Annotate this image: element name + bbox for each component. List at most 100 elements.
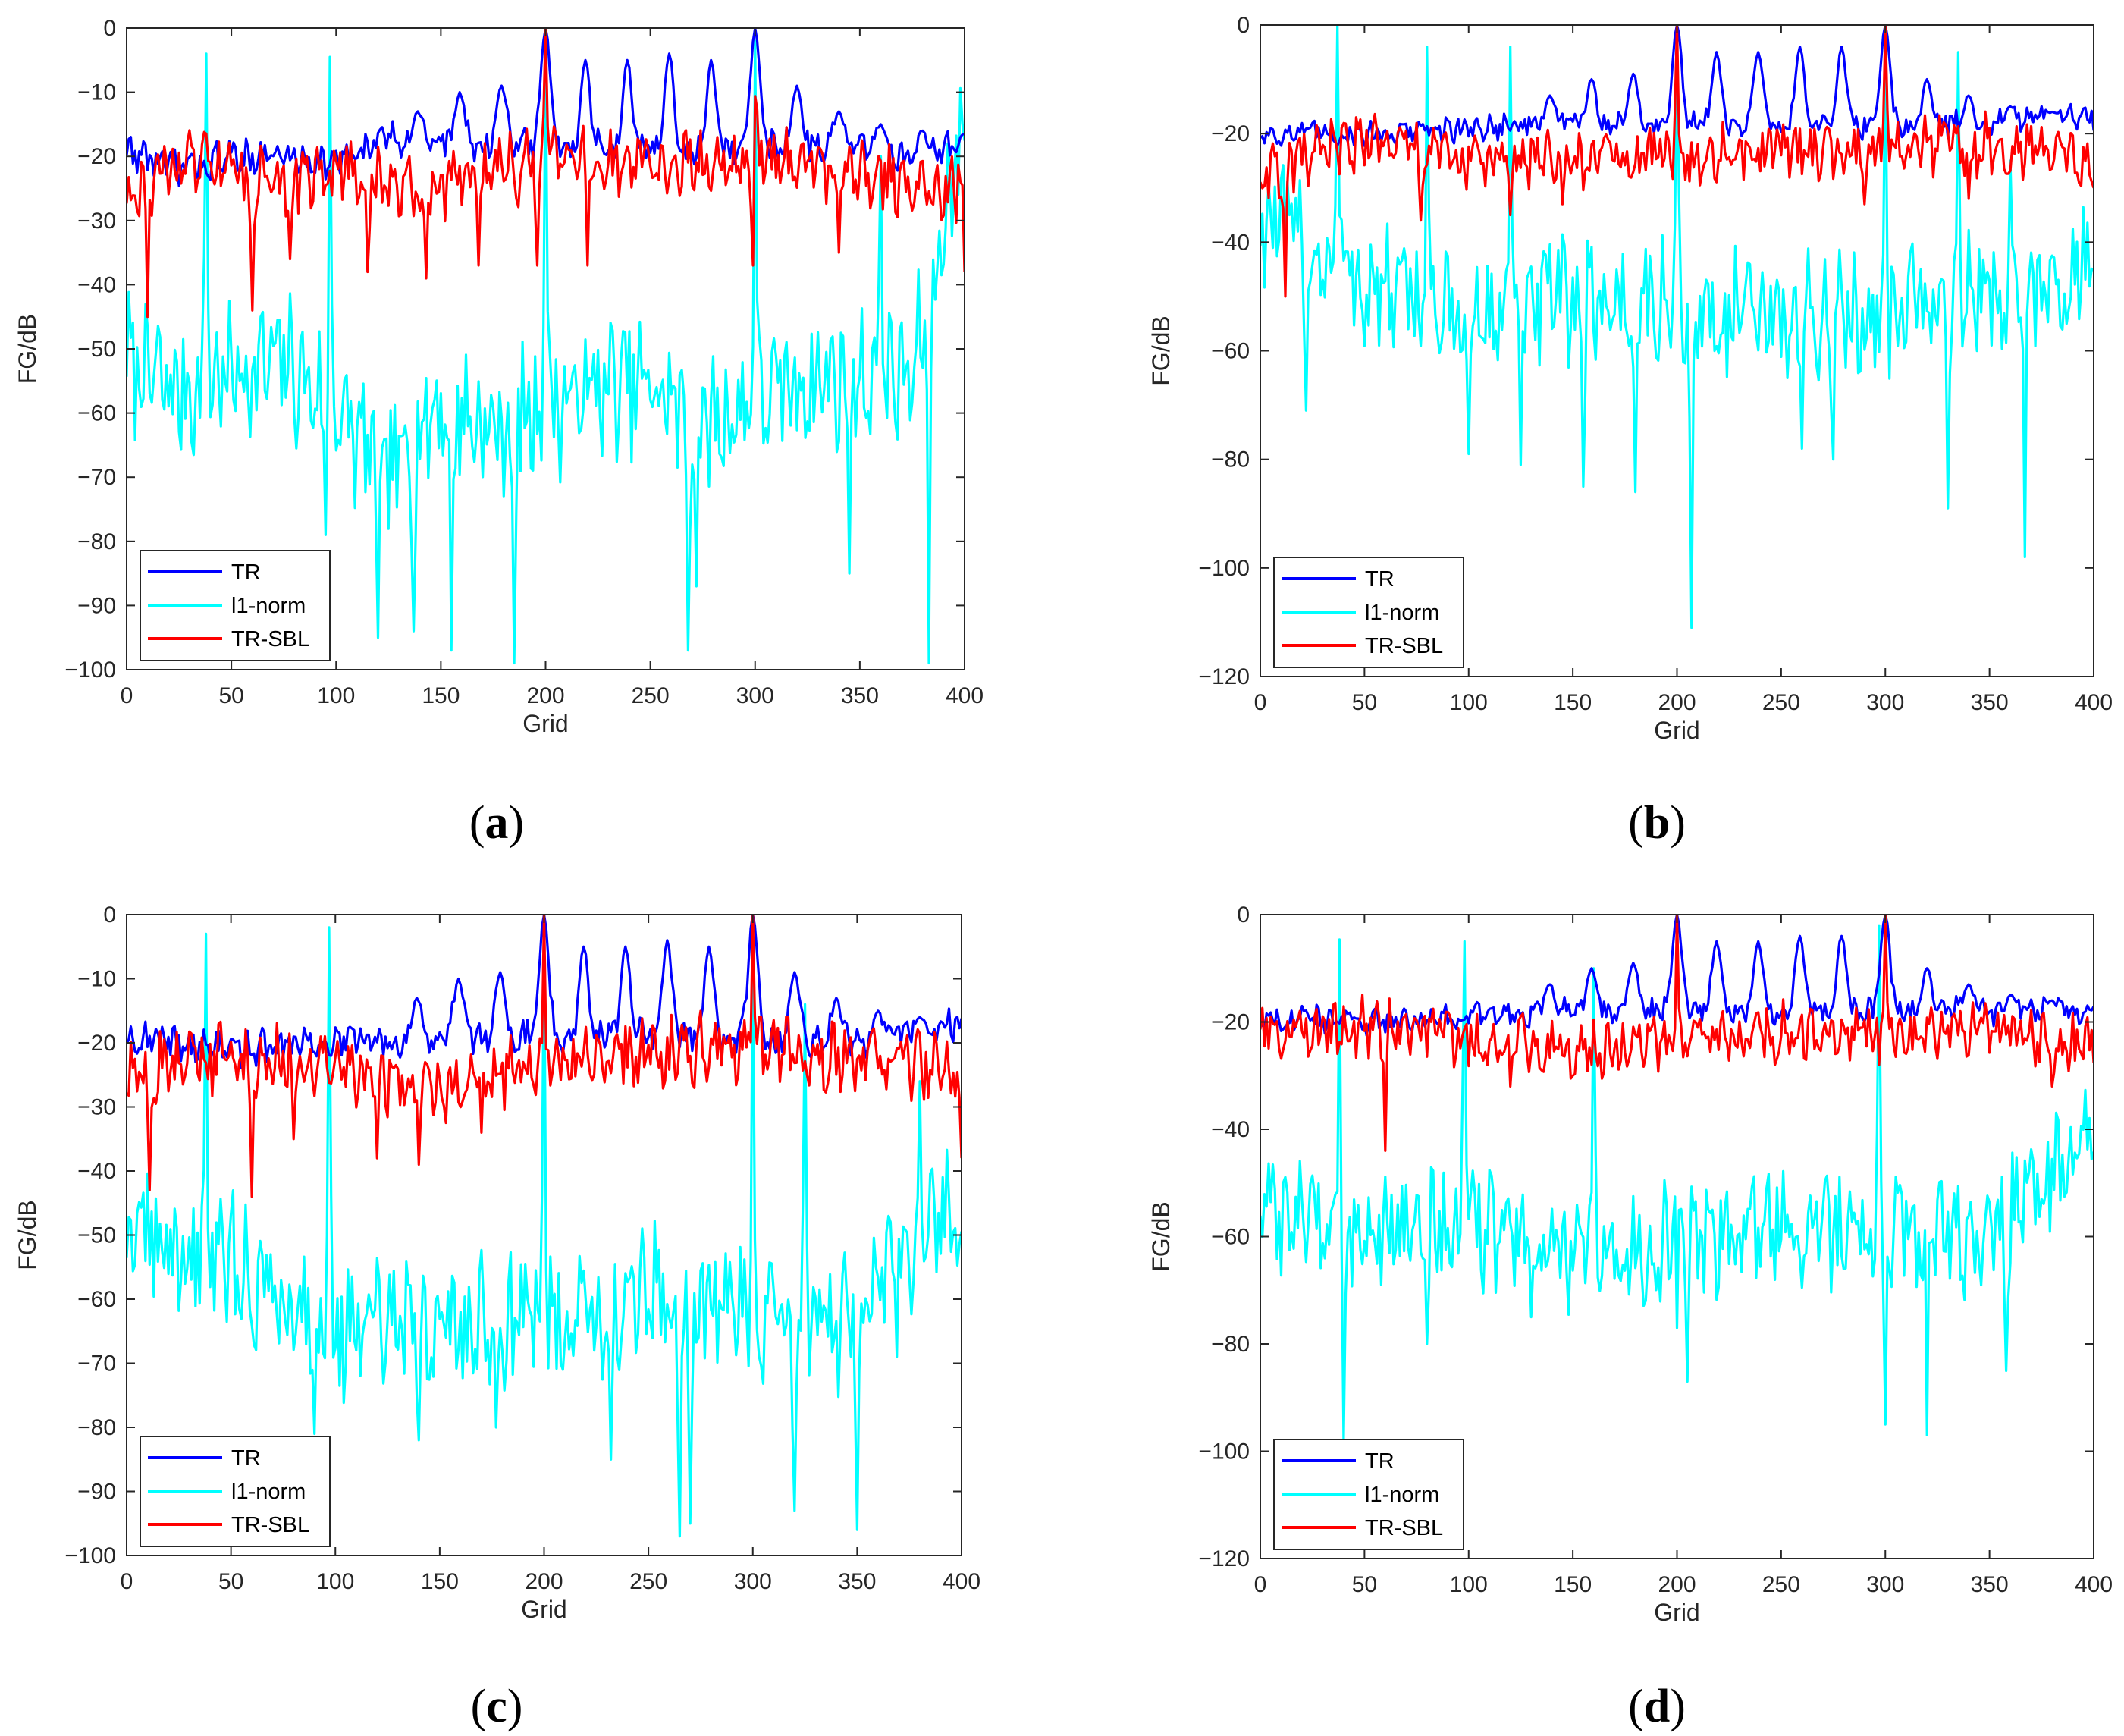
y-tick-label: −10	[77, 967, 116, 992]
chart-panel-a: 0 50 100 150 200 250 300 350 400 0 −10 −20 −30 −40 −50…	[14, 16, 984, 737]
y-tick-label: 0	[1237, 13, 1250, 38]
x-tick-label: 200	[1658, 1572, 1696, 1597]
x-tick-label: 0	[121, 1569, 133, 1594]
x-tick-label: 100	[316, 1569, 354, 1594]
legend: TR l1-norm TR-SBL	[1273, 1439, 1464, 1550]
x-tick-label: 300	[1866, 1572, 1904, 1597]
legend: TR l1-norm TR-SBL	[1273, 557, 1464, 668]
x-tick-label: 0	[1254, 690, 1267, 715]
x-axis-title: Grid	[521, 1596, 566, 1623]
legend-label-TR-SBL: TR-SBL	[231, 1513, 309, 1537]
y-tick-label: −60	[1211, 1225, 1250, 1250]
y-tick-label: 0	[1237, 903, 1250, 928]
y-tick-label: −20	[77, 1031, 116, 1056]
x-tick-label: 400	[946, 683, 984, 708]
y-tick-label: −80	[1211, 1332, 1250, 1357]
y-tick-label: −40	[77, 1159, 116, 1184]
x-tick-label: 100	[1450, 1572, 1488, 1597]
legend-label-l1-norm: l1-norm	[1365, 1483, 1439, 1507]
y-tick-label: −20	[1211, 121, 1250, 146]
x-tick-label: 50	[218, 683, 243, 708]
y-tick-label: −70	[77, 465, 116, 490]
y-axis-title: FG/dB	[1147, 315, 1175, 385]
y-tick-label: −60	[1211, 339, 1250, 364]
legend-label-TR-SBL: TR-SBL	[1365, 634, 1443, 658]
x-tick-label: 250	[1762, 690, 1800, 715]
x-tick-label: 50	[1352, 690, 1377, 715]
legend-label-TR-SBL: TR-SBL	[231, 627, 309, 651]
series-line-TR-SBL	[1260, 25, 2094, 298]
y-tick-label: −80	[77, 1415, 116, 1440]
x-tick-label: 350	[1971, 690, 2009, 715]
y-tick-label: −30	[77, 209, 116, 234]
x-tick-label: 50	[218, 1569, 243, 1594]
y-tick-label: 0	[103, 16, 116, 41]
legend-label-TR: TR	[1365, 567, 1395, 592]
y-tick-label: −120	[1198, 664, 1250, 689]
y-tick-label: −10	[77, 80, 116, 105]
y-tick-label: −50	[77, 337, 116, 362]
x-tick-label: 300	[734, 1569, 772, 1594]
x-tick-label: 150	[1554, 1572, 1592, 1597]
y-tick-label: −40	[1211, 230, 1250, 255]
y-tick-label: −30	[77, 1095, 116, 1120]
y-tick-label: −50	[77, 1223, 116, 1248]
y-tick-label: −40	[77, 272, 116, 297]
y-tick-label: −100	[64, 1543, 116, 1568]
x-tick-label: 400	[2075, 1572, 2113, 1597]
y-tick-label: −100	[64, 658, 116, 683]
x-axis-title: Grid	[1654, 717, 1699, 744]
legend-label-l1-norm: l1-norm	[231, 1480, 306, 1504]
y-tick-label: −80	[77, 529, 116, 554]
x-tick-label: 200	[1658, 690, 1696, 715]
y-tick-label: −20	[1211, 1010, 1250, 1035]
panel-caption: (d)	[1628, 1681, 1686, 1732]
series-line-TR-SBL	[127, 28, 965, 319]
y-tick-label: −90	[77, 1480, 116, 1505]
x-tick-label: 300	[736, 683, 774, 708]
x-tick-label: 200	[526, 683, 564, 708]
x-tick-label: 350	[1971, 1572, 2009, 1597]
y-tick-label: −60	[77, 1287, 116, 1312]
legend-label-l1-norm: l1-norm	[1365, 601, 1439, 625]
x-tick-label: 350	[838, 1569, 876, 1594]
legend-label-TR: TR	[1365, 1449, 1395, 1474]
x-tick-label: 250	[632, 683, 670, 708]
x-tick-label: 0	[121, 683, 133, 708]
y-tick-label: −100	[1198, 556, 1250, 581]
legend: TR l1-norm TR-SBL	[140, 550, 331, 661]
legend: TR l1-norm TR-SBL	[140, 1436, 331, 1547]
x-tick-label: 250	[629, 1569, 667, 1594]
x-tick-label: 300	[1866, 690, 1904, 715]
series-line-TR	[127, 28, 965, 187]
x-tick-label: 250	[1762, 1572, 1800, 1597]
legend-label-TR: TR	[231, 560, 261, 585]
x-tick-label: 150	[1554, 690, 1592, 715]
y-axis-title: FG/dB	[14, 314, 41, 384]
series-line-TR-SBL	[127, 915, 962, 1198]
y-tick-label: −40	[1211, 1117, 1250, 1142]
panel-caption: (b)	[1628, 797, 1686, 849]
chart-panel-b: 0 50 100 150 200 250 300 350 400 0 −20 −40 −60 −80 −10…	[1147, 13, 2113, 744]
y-tick-label: 0	[103, 903, 116, 928]
x-axis-title: Grid	[522, 710, 568, 737]
legend-label-TR: TR	[231, 1446, 261, 1471]
x-tick-label: 400	[2075, 690, 2113, 715]
y-tick-label: −20	[77, 144, 116, 169]
x-tick-label: 350	[841, 683, 879, 708]
chart-panel-d: 0 50 100 150 200 250 300 350 400 0 −20 −40 −60 −80 −10…	[1147, 903, 2113, 1626]
panel-caption: (c)	[471, 1681, 523, 1732]
x-tick-label: 0	[1254, 1572, 1267, 1597]
x-axis-title: Grid	[1654, 1599, 1699, 1626]
legend-label-TR-SBL: TR-SBL	[1365, 1516, 1443, 1540]
y-tick-label: −90	[77, 593, 116, 618]
x-tick-label: 100	[317, 683, 355, 708]
x-tick-label: 200	[525, 1569, 563, 1594]
series-line-TR-SBL	[1260, 915, 2094, 1152]
x-tick-label: 100	[1450, 690, 1488, 715]
y-axis-title: FG/dB	[14, 1200, 41, 1270]
x-tick-label: 150	[421, 1569, 459, 1594]
y-tick-label: −120	[1198, 1546, 1250, 1571]
x-tick-label: 400	[943, 1569, 980, 1594]
